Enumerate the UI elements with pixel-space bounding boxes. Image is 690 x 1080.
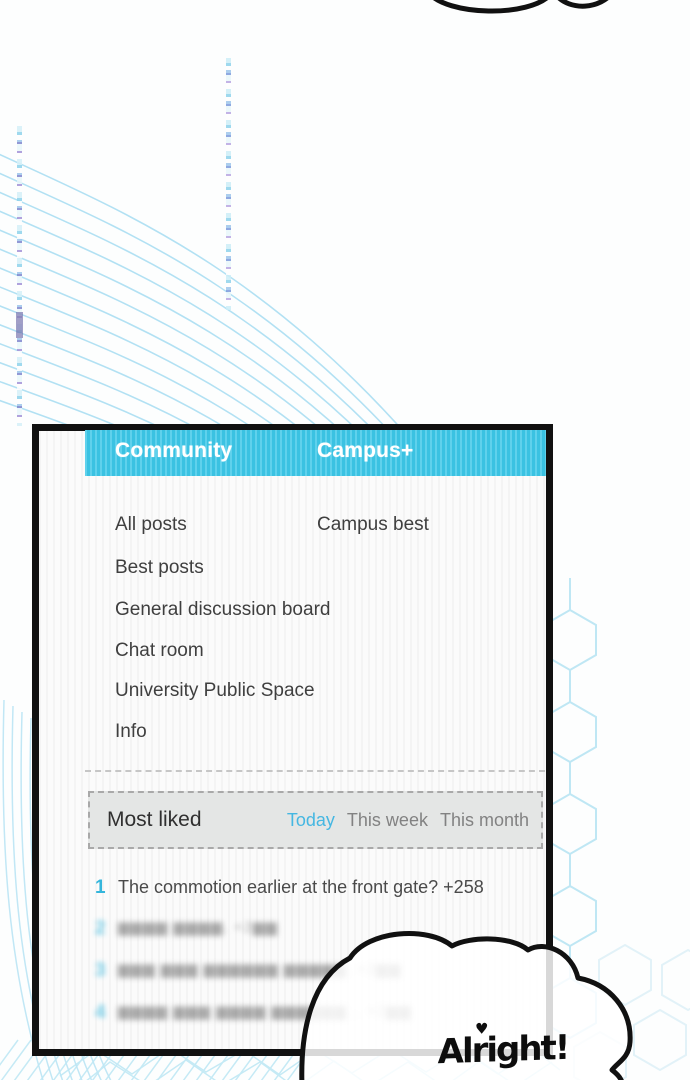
rank-number: 4 — [95, 1002, 106, 1023]
menu-item-general-discussion-board[interactable]: General discussion board — [115, 599, 331, 620]
menu-item-campus-best[interactable]: Campus best — [317, 514, 429, 535]
filter-this-week[interactable]: This week — [346, 809, 428, 830]
glitch-streak-right — [226, 58, 231, 310]
speech-bubble-bottom — [299, 931, 633, 1080]
menu-item-all-posts[interactable]: All posts — [115, 514, 187, 535]
phone-screenshot-panel: Community Campus+ All posts Best posts G… — [32, 424, 553, 1056]
post-title-link[interactable]: The commotion earlier at the front gate?… — [118, 877, 484, 897]
tab-community[interactable]: Community — [115, 439, 233, 462]
most-liked-section: Most liked Today This week This month — [88, 791, 543, 849]
menu-item-info[interactable]: Info — [115, 721, 147, 742]
menu-item-university-public-space[interactable]: University Public Space — [115, 680, 315, 701]
rank-number: 3 — [95, 960, 106, 981]
alright-label: Alright! — [437, 1027, 569, 1073]
filter-this-month[interactable]: This month — [439, 809, 529, 830]
tab-campus-plus[interactable]: Campus+ — [317, 439, 414, 462]
post-title-link[interactable]: ▆▆▆▆ ▆▆▆▆. +2▆▆ — [118, 919, 278, 936]
rank-number: 2 — [95, 918, 106, 939]
community-appbar: Community Campus+ — [85, 430, 546, 476]
glitch-streak-left — [16, 126, 23, 426]
dashed-divider — [85, 770, 545, 772]
community-screen: Community Campus+ All posts Best posts G… — [39, 430, 546, 1049]
most-liked-title: Most liked — [107, 808, 202, 831]
ranked-post-1: 1 The commotion earlier at the front gat… — [39, 877, 546, 903]
ranked-post-2-blurred: 2 ▆▆▆▆ ▆▆▆▆. +2▆▆ — [39, 918, 546, 944]
rank-number: 1 — [95, 877, 106, 898]
menu-item-chat-room[interactable]: Chat room — [115, 640, 204, 661]
heart-dot-icon: ♥ — [475, 1019, 489, 1038]
speech-bubble-top-partial — [433, 0, 609, 14]
alright-text: Alright! ♥ — [398, 1019, 608, 1073]
menu-item-best-posts[interactable]: Best posts — [115, 557, 204, 578]
filter-today[interactable]: Today — [286, 809, 335, 830]
